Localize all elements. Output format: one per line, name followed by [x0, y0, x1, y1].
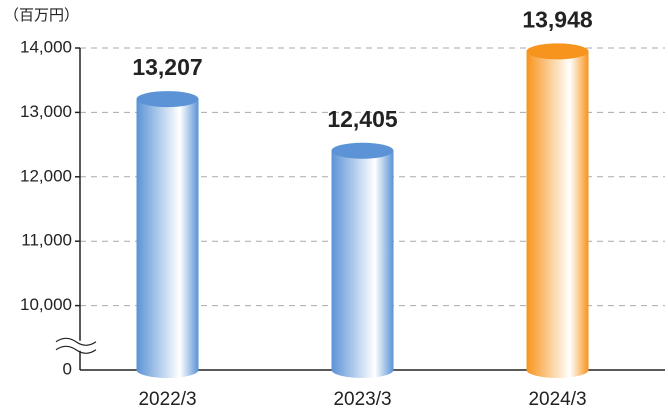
y-tick-label: 10,000	[20, 295, 72, 314]
axis-break	[55, 345, 97, 354]
x-tick-label: 2022/3	[138, 389, 196, 410]
bar-top	[526, 43, 589, 60]
y-tick-label: 13,000	[20, 102, 72, 121]
y-tick-label: 14,000	[20, 37, 72, 56]
x-tick-label: 2024/3	[528, 389, 586, 410]
value-label: 12,405	[327, 106, 398, 132]
value-label: 13,207	[132, 54, 202, 80]
y-tick-label: 11,000	[21, 231, 72, 250]
y-tick-label: 0	[63, 359, 72, 378]
axis-break-gap	[55, 340, 100, 351]
axis-break	[55, 337, 97, 346]
bar	[331, 150, 394, 378]
bar	[136, 99, 199, 378]
y-axis-label: （百万円）	[4, 7, 79, 24]
value-label: 13,948	[522, 6, 593, 32]
bar-top	[136, 91, 199, 108]
x-tick-label: 2023/3	[333, 389, 391, 410]
bar	[526, 51, 589, 378]
y-tick-label: 12,000	[20, 166, 72, 185]
bar-top	[331, 142, 394, 159]
